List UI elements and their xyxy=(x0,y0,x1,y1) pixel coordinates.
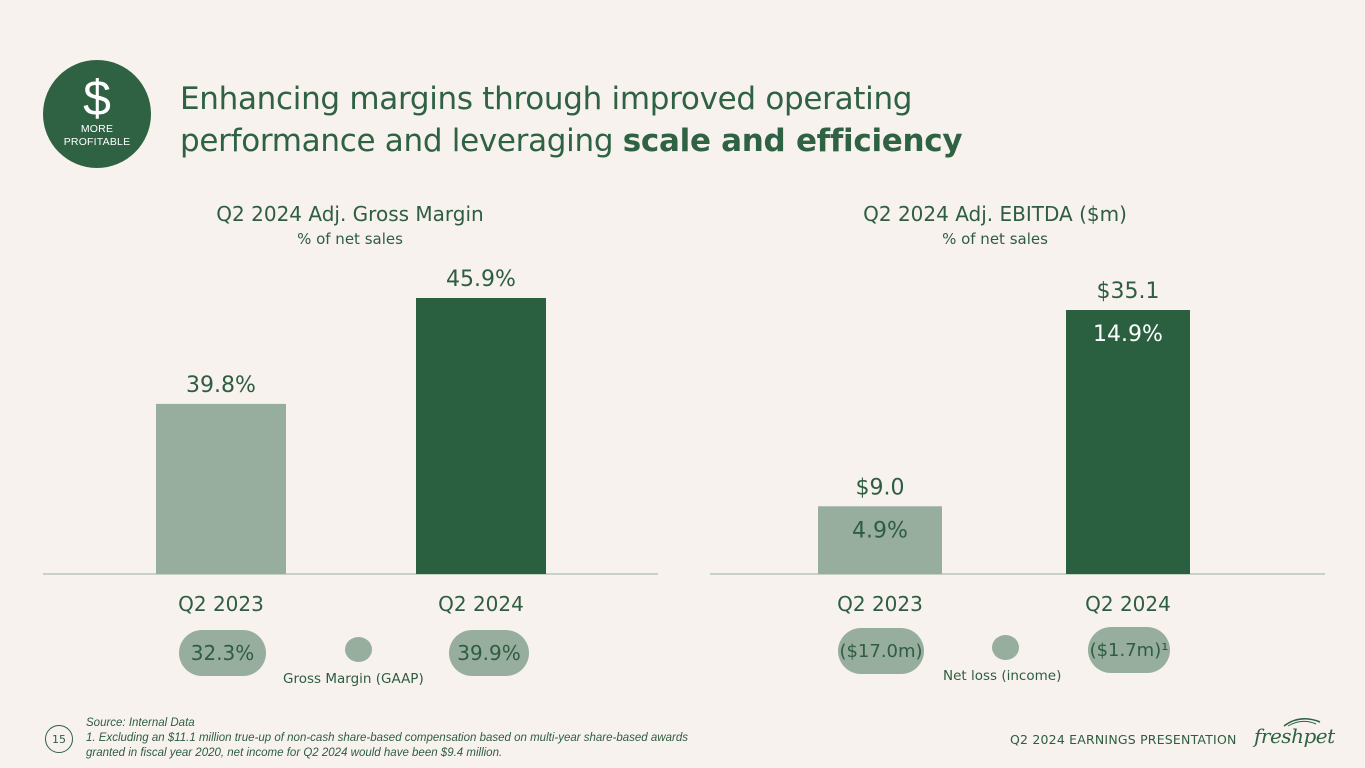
chart1-value-label: 39.8% xyxy=(186,373,256,398)
net-loss-q2-2023-pill: ($17.0m) xyxy=(838,628,924,674)
gaap-legend-label: Gross Margin (GAAP) xyxy=(283,671,424,687)
freshpet-leaf-icon xyxy=(1283,718,1321,727)
chart2-value-label: $35.1 xyxy=(1097,279,1160,304)
footnote-line-2: granted in fiscal year 2020, net income … xyxy=(86,747,503,759)
title-line-2-bold: scale and efficiency xyxy=(622,123,963,159)
net-loss-q2-2024-pill: ($1.7m)¹ xyxy=(1088,627,1170,673)
more-profitable-badge: $ MORE PROFITABLE xyxy=(43,60,151,168)
gaap-margin-q2-2024-pill: 39.9% xyxy=(449,630,529,676)
gaap-legend-dot xyxy=(345,637,372,662)
presentation-title: Q2 2024 EARNINGS PRESENTATION xyxy=(1010,732,1237,747)
chart2-value-label: $9.0 xyxy=(856,475,905,500)
chart1-subtitle: % of net sales xyxy=(297,230,403,248)
title-line-2-prefix: performance and leveraging xyxy=(180,123,623,159)
dollar-icon: $ xyxy=(83,70,111,126)
chart2-bar-q2-2023 xyxy=(818,506,942,574)
chart1-title: Q2 2024 Adj. Gross Margin xyxy=(216,202,484,226)
net-loss-legend-dot xyxy=(992,635,1019,660)
chart2-inner-label: 4.9% xyxy=(852,518,908,543)
source-note: Source: Internal Data xyxy=(86,717,195,729)
chart2-title: Q2 2024 Adj. EBITDA ($m) xyxy=(863,202,1127,226)
chart2-bar-q2-2024 xyxy=(1066,310,1190,574)
footnote: Source: Internal Data 1. Excluding an $1… xyxy=(86,716,786,761)
footnote-line-1: 1. Excluding an $11.1 million true-up of… xyxy=(86,732,688,744)
chart2-subtitle: % of net sales xyxy=(942,230,1048,248)
chart2-category-label: Q2 2024 xyxy=(1085,592,1171,616)
gaap-margin-q2-2023-pill: 32.3% xyxy=(179,630,266,676)
chart2-category-label: Q2 2023 xyxy=(837,592,923,616)
chart1-value-label: 45.9% xyxy=(446,267,516,292)
page-title: Enhancing margins through improved opera… xyxy=(180,78,1180,162)
chart1-category-label: Q2 2023 xyxy=(178,592,264,616)
chart1-bar-q2-2024 xyxy=(416,298,546,574)
chart2-inner-label: 14.9% xyxy=(1093,322,1163,347)
freshpet-logo: freshpet xyxy=(1254,724,1335,748)
chart1-bar-q2-2023 xyxy=(156,403,286,574)
title-line-1: Enhancing margins through improved opera… xyxy=(180,81,913,117)
page-number: 15 xyxy=(45,725,73,753)
badge-label: MORE PROFITABLE xyxy=(63,123,131,148)
net-loss-legend-label: Net loss (income) xyxy=(943,668,1062,684)
chart1-category-label: Q2 2024 xyxy=(438,592,524,616)
